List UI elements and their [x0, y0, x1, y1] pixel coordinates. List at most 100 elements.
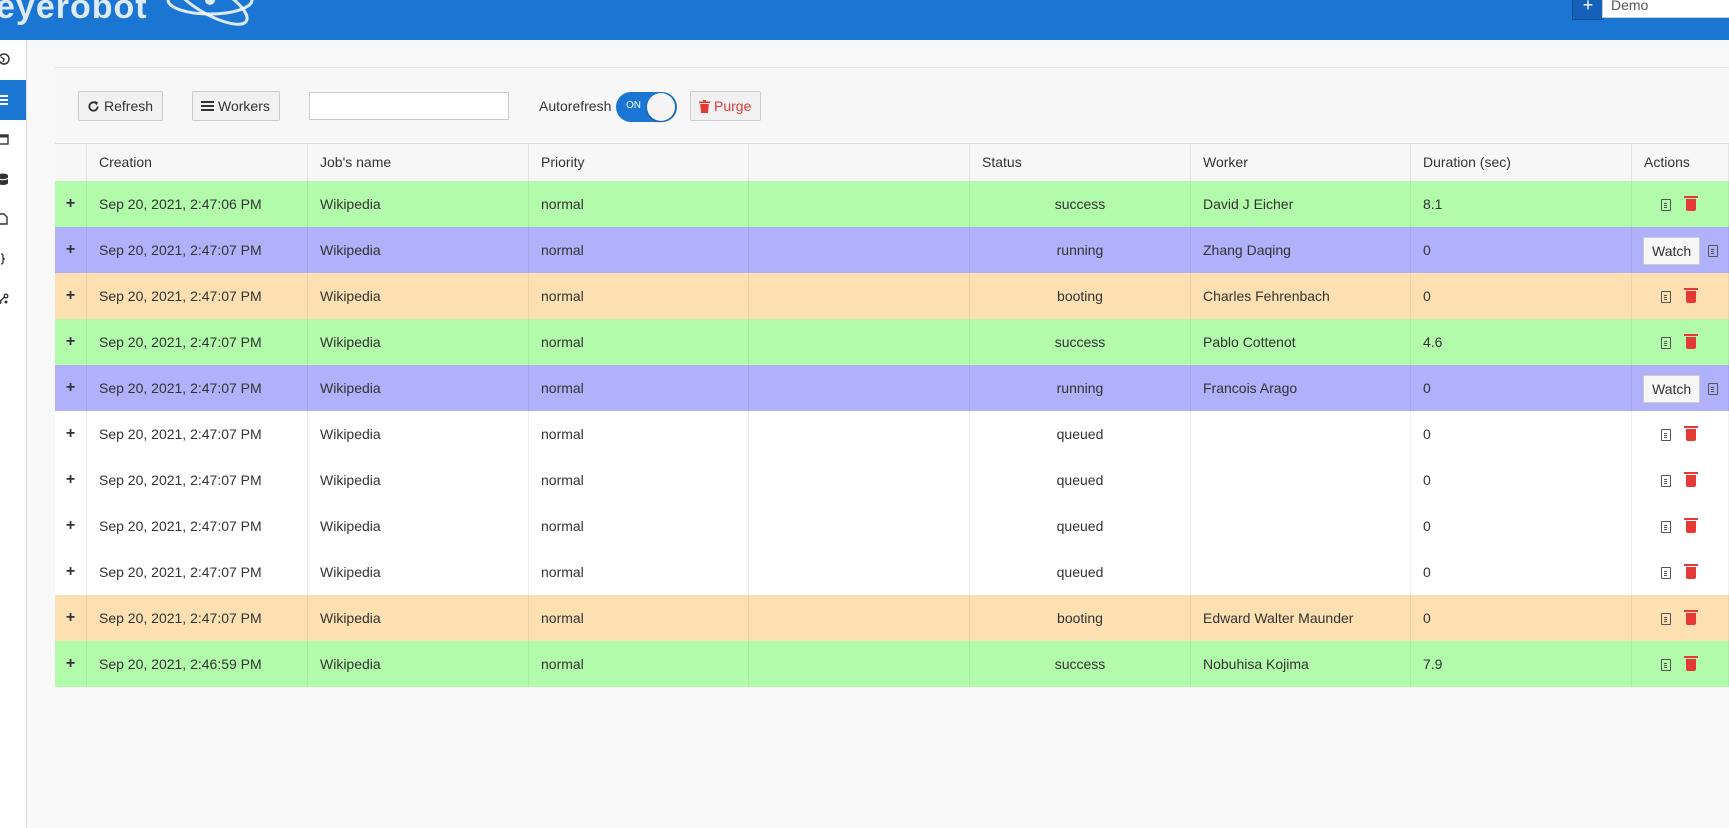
table-row[interactable]: + Sep 20, 2021, 2:47:07 PM Wikipedia normal…	[55, 549, 1729, 595]
header-col-job-name[interactable]: Job's name	[308, 144, 529, 181]
table-row[interactable]: + Sep 20, 2021, 2:47:07 PM Wikipedia normal…	[55, 457, 1729, 503]
cell-worker: Pablo Cottenot	[1191, 319, 1411, 365]
header-col-priority[interactable]: Priority	[529, 144, 749, 181]
expand-row-button[interactable]: +	[55, 549, 87, 595]
refresh-button[interactable]: Refresh	[78, 91, 164, 121]
project-select[interactable]: Demo	[1602, 0, 1729, 18]
cell-extra	[749, 595, 970, 641]
row-actions	[1632, 273, 1729, 319]
log-icon[interactable]	[1661, 613, 1671, 626]
expand-row-button[interactable]: +	[55, 181, 87, 227]
cell-worker: Francois Arago	[1191, 365, 1411, 411]
cell-status: queued	[970, 503, 1191, 549]
sidebar-item-jobs[interactable]	[0, 80, 26, 120]
cell-duration: 0	[1411, 457, 1632, 503]
cell-status: booting	[970, 273, 1191, 319]
table-row[interactable]: + Sep 20, 2021, 2:47:07 PM Wikipedia normal…	[55, 503, 1729, 549]
autorefresh-toggle[interactable]: ON	[616, 92, 677, 122]
trash-icon[interactable]	[1684, 610, 1698, 626]
trash-icon	[699, 99, 710, 113]
cell-extra	[749, 503, 970, 549]
trash-icon[interactable]	[1684, 426, 1698, 442]
trash-icon[interactable]	[1684, 518, 1698, 534]
watch-button[interactable]: Watch	[1643, 375, 1701, 404]
log-icon[interactable]	[1661, 291, 1671, 304]
log-icon[interactable]	[1661, 199, 1671, 212]
cell-name: Wikipedia	[308, 641, 529, 687]
table-row[interactable]: + Sep 20, 2021, 2:47:07 PM Wikipedia normal…	[55, 411, 1729, 457]
sidebar-item-workflow[interactable]	[0, 288, 26, 310]
refresh-icon	[88, 100, 99, 112]
header-col-creation[interactable]: Creation	[87, 144, 308, 181]
log-icon[interactable]	[1661, 659, 1671, 672]
log-icon[interactable]	[1708, 383, 1719, 396]
list-icon	[0, 95, 8, 105]
cell-creation: Sep 20, 2021, 2:47:06 PM	[87, 181, 308, 227]
log-icon[interactable]	[1708, 245, 1719, 258]
sidebar-item-code[interactable]	[0, 248, 26, 270]
purge-button[interactable]: Purge	[690, 91, 762, 121]
workers-button[interactable]: Workers	[192, 91, 280, 121]
table-row[interactable]: + Sep 20, 2021, 2:47:07 PM Wikipedia normal…	[55, 319, 1729, 365]
cell-status: success	[970, 319, 1191, 365]
workers-label: Workers	[218, 98, 270, 114]
cell-name: Wikipedia	[308, 549, 529, 595]
header-col-duration[interactable]: Duration (sec)	[1411, 144, 1632, 181]
cell-duration: 0	[1411, 411, 1632, 457]
table-row[interactable]: + Sep 20, 2021, 2:47:07 PM Wikipedia normal…	[55, 595, 1729, 641]
header-col-actions[interactable]: Actions	[1632, 144, 1729, 181]
cell-duration: 0	[1411, 273, 1632, 319]
search-input[interactable]	[309, 92, 509, 120]
cell-priority: normal	[529, 273, 749, 319]
expand-row-button[interactable]: +	[55, 365, 87, 411]
table-row[interactable]: + Sep 20, 2021, 2:46:59 PM Wikipedia normal…	[55, 641, 1729, 687]
expand-row-button[interactable]: +	[55, 273, 87, 319]
database-icon	[0, 173, 9, 185]
watch-button[interactable]: Watch	[1643, 237, 1701, 266]
expand-row-button[interactable]: +	[55, 319, 87, 365]
table-row[interactable]: + Sep 20, 2021, 2:47:07 PM Wikipedia normal…	[55, 273, 1729, 319]
log-icon[interactable]	[1661, 475, 1671, 488]
cell-duration: 0	[1411, 595, 1632, 641]
cell-duration: 0	[1411, 227, 1632, 273]
log-icon[interactable]	[1661, 521, 1671, 534]
expand-row-button[interactable]: +	[55, 595, 87, 641]
trash-icon[interactable]	[1684, 288, 1698, 304]
header-col-extra[interactable]	[749, 144, 970, 181]
cell-status: success	[970, 641, 1191, 687]
add-project-button[interactable]: +	[1572, 0, 1604, 20]
sidebar-item-schedule[interactable]	[0, 128, 26, 150]
expand-row-button[interactable]: +	[55, 641, 87, 687]
cell-name: Wikipedia	[308, 457, 529, 503]
cell-creation: Sep 20, 2021, 2:47:07 PM	[87, 411, 308, 457]
expand-row-button[interactable]: +	[55, 411, 87, 457]
table-row[interactable]: + Sep 20, 2021, 2:47:07 PM Wikipedia normal…	[55, 227, 1729, 273]
cell-priority: normal	[529, 641, 749, 687]
expand-row-button[interactable]: +	[55, 227, 87, 273]
sidebar-item-dashboard[interactable]	[0, 48, 26, 70]
cell-priority: normal	[529, 365, 749, 411]
trash-icon[interactable]	[1684, 656, 1698, 672]
sidebar-item-data[interactable]	[0, 168, 26, 190]
log-icon[interactable]	[1661, 567, 1671, 580]
header-col-status[interactable]: Status	[970, 144, 1191, 181]
trash-icon[interactable]	[1684, 472, 1698, 488]
trash-icon[interactable]	[1684, 564, 1698, 580]
app-logo[interactable]: eyerobot	[0, 0, 148, 26]
trash-icon[interactable]	[1684, 196, 1698, 212]
header-col-expand[interactable]	[55, 144, 87, 181]
sidebar-item-files[interactable]	[0, 208, 26, 230]
row-actions	[1632, 457, 1729, 503]
trash-icon[interactable]	[1684, 334, 1698, 350]
table-row[interactable]: + Sep 20, 2021, 2:47:06 PM Wikipedia normal…	[55, 181, 1729, 227]
expand-row-button[interactable]: +	[55, 457, 87, 503]
cell-worker: Charles Fehrenbach	[1191, 273, 1411, 319]
log-icon[interactable]	[1661, 429, 1671, 442]
row-actions	[1632, 595, 1729, 641]
table-row[interactable]: + Sep 20, 2021, 2:47:07 PM Wikipedia normal…	[55, 365, 1729, 411]
expand-row-button[interactable]: +	[55, 503, 87, 549]
header-col-worker[interactable]: Worker	[1191, 144, 1411, 181]
cell-extra	[749, 549, 970, 595]
log-icon[interactable]	[1661, 337, 1671, 350]
cell-priority: normal	[529, 411, 749, 457]
